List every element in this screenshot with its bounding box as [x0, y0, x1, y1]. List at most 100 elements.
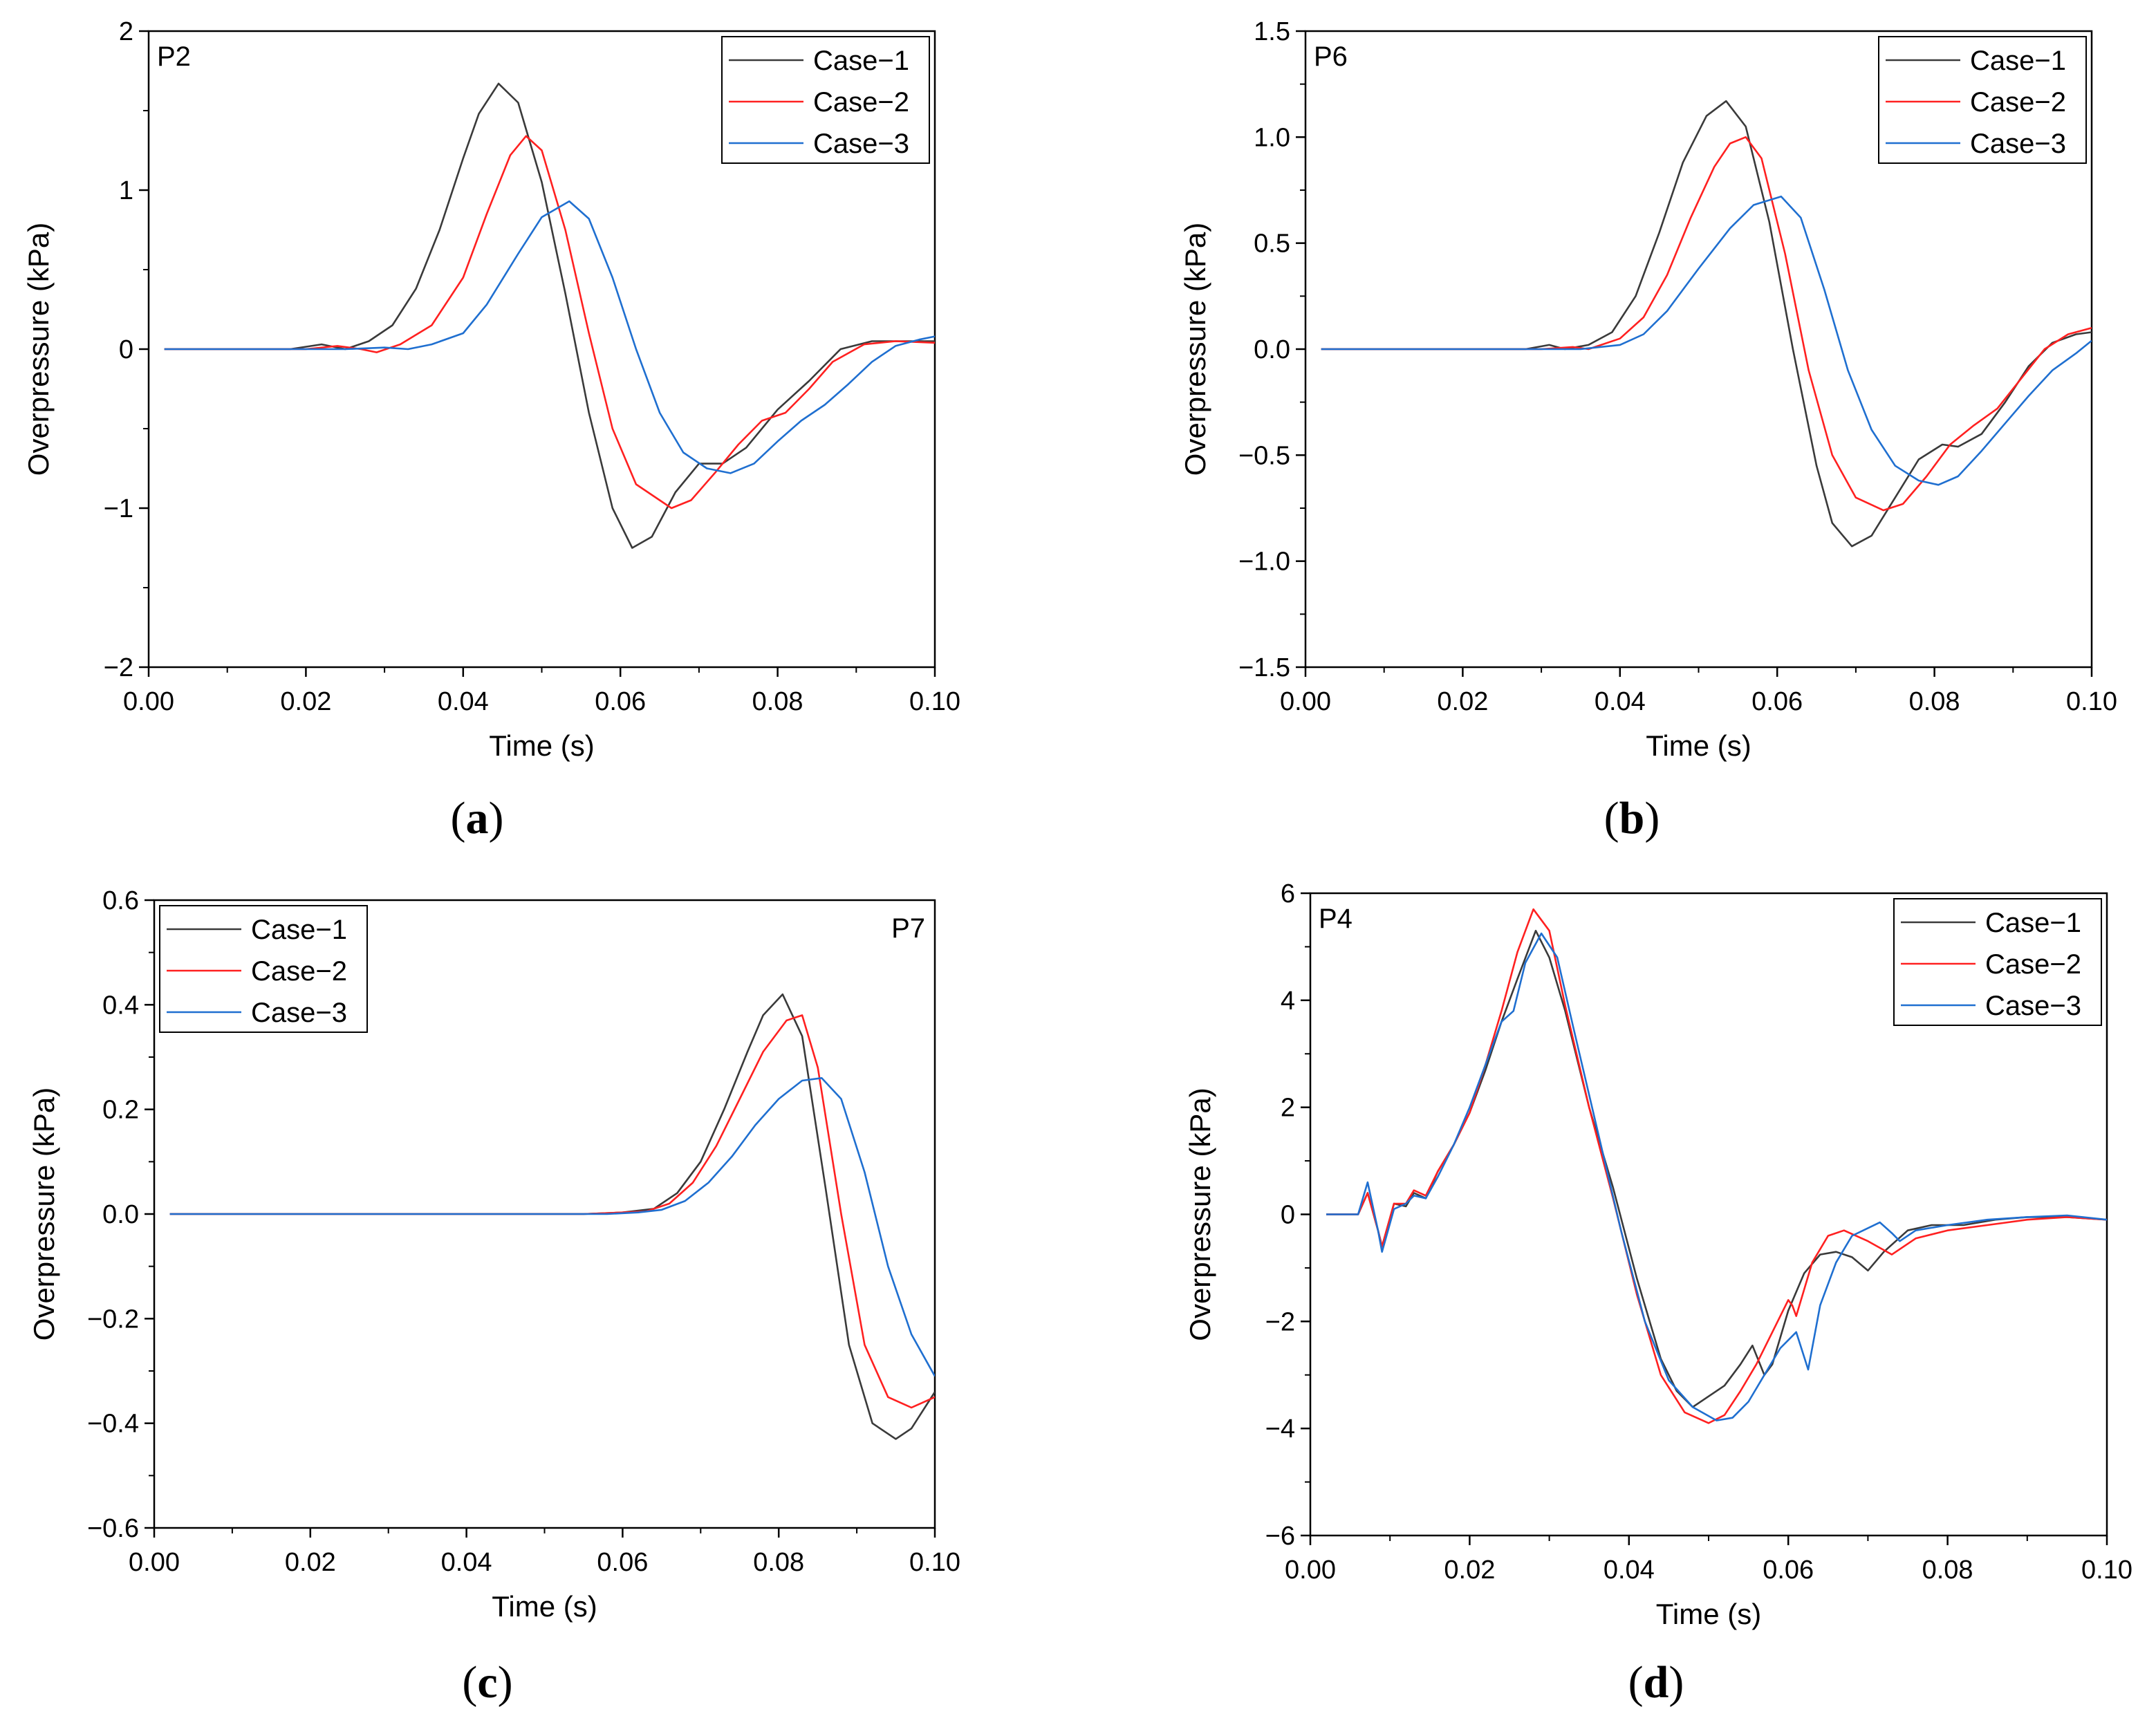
y-axis-label: Overpressure (kPa) [22, 223, 55, 476]
x-tick-label: 0.04 [1595, 687, 1646, 716]
x-tick-label: 0.04 [438, 687, 489, 716]
legend: Case−1 Case−2 Case−3 [1878, 36, 2087, 164]
caption-letter: c [477, 1657, 497, 1708]
legend-entry-case-3: Case−3 [1970, 129, 2066, 159]
x-axis-label: Time (s) [489, 729, 594, 762]
series-line-case-1 [1321, 100, 2092, 548]
y-tick-label: −2 [104, 653, 133, 682]
caption-close-paren: ) [1644, 793, 1660, 843]
legend: Case−1 Case−2 Case−3 [159, 905, 368, 1033]
y-tick-label: −1.5 [1238, 653, 1290, 682]
legend-box [721, 36, 930, 164]
y-tick-label: 0 [119, 335, 133, 364]
point-label: P6 [1314, 41, 1348, 72]
series-line-case-2 [1321, 136, 2092, 512]
x-tick-label: 0.06 [1751, 687, 1803, 716]
y-tick-label: −0.4 [87, 1410, 139, 1439]
legend-entry-case-1: Case−1 [1970, 46, 2066, 76]
legend-entry-case-2: Case−2 [251, 956, 347, 987]
x-tick-label: 0.10 [2066, 687, 2117, 716]
x-tick-label: 0.10 [2081, 1556, 2132, 1585]
y-tick-label: 1.5 [1254, 17, 1290, 46]
caption-letter: a [466, 793, 489, 843]
caption-letter: d [1644, 1657, 1669, 1708]
legend-box [1893, 898, 2102, 1026]
y-axis-label: Overpressure (kPa) [1179, 223, 1211, 476]
x-tick-label: 0.00 [1285, 1556, 1336, 1585]
legend-entry-case-3: Case−3 [813, 129, 909, 159]
caption-close-paren: ) [498, 1657, 513, 1708]
panel-caption: (c) [462, 1657, 512, 1708]
x-tick-label: 0.00 [123, 687, 174, 716]
series-line-case-1 [169, 993, 935, 1440]
y-axis-label: Overpressure (kPa) [1184, 1088, 1216, 1341]
y-tick-label: −2 [1265, 1307, 1295, 1336]
x-tick-label: 0.06 [1763, 1556, 1814, 1585]
legend: Case−1 Case−2 Case−3 [1893, 898, 2102, 1026]
legend-entry-case-3: Case−3 [251, 998, 347, 1028]
legend-box [1878, 36, 2087, 164]
y-tick-label: 1 [119, 176, 133, 205]
x-tick-label: 0.00 [1280, 687, 1331, 716]
x-tick-label: 0.08 [1922, 1556, 1973, 1585]
legend-entry-case-3: Case−3 [1985, 991, 2081, 1021]
series-line-case-2 [164, 135, 935, 510]
y-tick-label: 1.0 [1254, 123, 1290, 152]
legend-entry-case-2: Case−2 [1985, 949, 2081, 980]
y-tick-label: −0.2 [87, 1305, 139, 1334]
y-tick-label: −1 [104, 494, 133, 523]
y-tick-label: 0.6 [102, 886, 139, 915]
x-tick-label: 0.02 [1444, 1556, 1495, 1585]
y-tick-label: 2 [1281, 1094, 1295, 1123]
y-tick-label: −4 [1265, 1415, 1295, 1444]
legend-entry-case-1: Case−1 [1985, 908, 2081, 938]
y-tick-label: 0.2 [102, 1096, 139, 1125]
y-tick-label: −6 [1265, 1522, 1295, 1551]
y-axis-label: Overpressure (kPa) [28, 1088, 60, 1341]
caption-letter: b [1619, 793, 1645, 843]
x-tick-label: 0.08 [753, 1548, 804, 1577]
caption-open-paren: ( [462, 1657, 477, 1708]
chart-panel-d: 0.00 0.02 0.04 0.06 0.08 0.10 −6 −4 −2 0 2 4 6 Time (… [1184, 879, 2132, 1708]
point-label: P7 [891, 913, 925, 944]
chart-panel-a: 0.00 0.02 0.04 0.06 0.08 0.10 −2 −1 0 1 2 Time (s) O… [22, 17, 960, 843]
legend-box [159, 905, 368, 1033]
x-tick-label: 0.06 [597, 1548, 648, 1577]
legend-entry-case-2: Case−2 [1970, 87, 2066, 118]
point-label: P2 [157, 41, 191, 72]
caption-close-paren: ) [1669, 1657, 1684, 1708]
legend-entry-case-1: Case−1 [813, 46, 909, 76]
x-tick-label: 0.04 [1604, 1556, 1655, 1585]
x-tick-label: 0.02 [1437, 687, 1488, 716]
y-tick-label: −0.6 [87, 1514, 139, 1543]
series-line-case-3 [1321, 195, 2092, 486]
panel-caption: (a) [451, 793, 504, 843]
series-line-case-3 [169, 1077, 935, 1377]
panel-caption: (d) [1628, 1657, 1684, 1708]
x-tick-label: 0.04 [441, 1548, 492, 1577]
caption-open-paren: ( [1628, 1657, 1644, 1708]
y-tick-label: 4 [1281, 987, 1295, 1016]
x-tick-label: 0.02 [280, 687, 331, 716]
series-line-case-3 [1326, 932, 2107, 1421]
series-line-case-3 [164, 200, 935, 474]
series-line-case-1 [164, 82, 935, 549]
y-tick-label: 0 [1281, 1201, 1295, 1230]
y-tick-label: 0.4 [102, 991, 139, 1020]
x-tick-label: 0.06 [595, 687, 646, 716]
caption-close-paren: ) [489, 793, 504, 843]
y-tick-label: 2 [119, 17, 133, 46]
y-tick-label: −0.5 [1238, 441, 1290, 470]
x-axis-label: Time (s) [492, 1590, 597, 1623]
y-tick-label: 6 [1281, 879, 1295, 908]
series-line-case-2 [1326, 908, 2107, 1424]
x-tick-label: 0.10 [909, 687, 960, 716]
chart-panel-b: 0.00 0.02 0.04 0.06 0.08 0.10 −1.5 −1.0 −0.5 0.0 0… [1179, 17, 2117, 843]
y-tick-label: 0.5 [1254, 230, 1290, 259]
y-tick-label: 0.0 [102, 1200, 139, 1229]
caption-open-paren: ( [1604, 793, 1619, 843]
x-tick-label: 0.08 [1909, 687, 1960, 716]
